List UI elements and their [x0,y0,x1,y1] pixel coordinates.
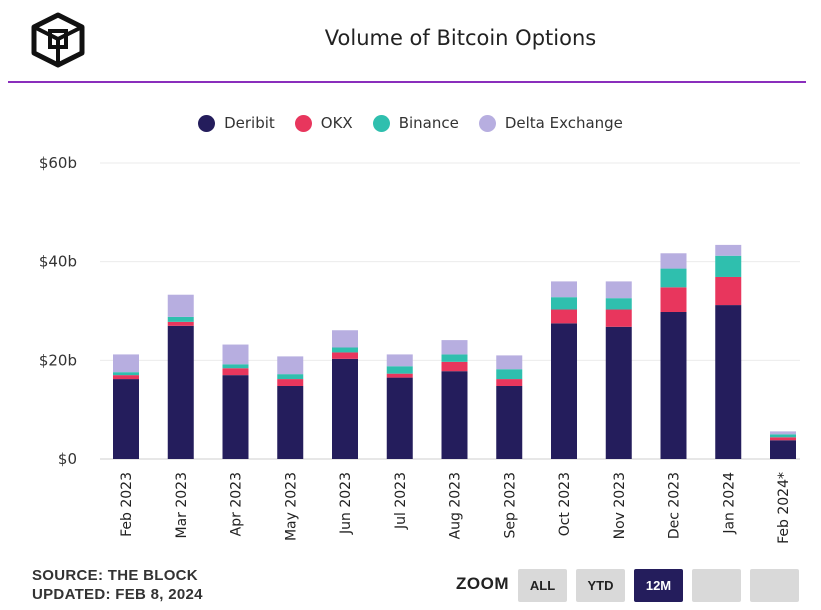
bar-segment-deribit[interactable] [167,325,194,459]
bar-segment-delta-exchange[interactable] [551,281,577,298]
bar-segment-binance[interactable] [496,369,523,380]
legend-label-deribit: Deribit [224,114,275,132]
x-tick-label: Oct 2023 [557,472,573,536]
y-tick-label: $40b [39,253,77,271]
bar-segment-binance[interactable] [167,316,194,322]
bars [113,244,796,459]
bar-segment-deribit[interactable] [222,375,249,459]
bar-segment-deribit[interactable] [386,377,413,459]
x-tick-label: Nov 2023 [612,472,628,539]
bar-segment-binance[interactable] [605,298,632,310]
bar-segment-delta-exchange[interactable] [660,253,687,269]
bar-segment-deribit[interactable] [551,323,577,459]
y-tick-label: $0 [58,450,77,468]
legend-dot-okx [294,114,312,132]
bar-segment-deribit[interactable] [332,358,358,459]
bar-segment-delta-exchange[interactable] [770,431,796,435]
bar-segment-delta-exchange[interactable] [715,244,742,256]
bar-segment-okx[interactable] [113,375,139,380]
zoom-12m-button[interactable]: 12M [634,569,683,602]
bar-segment-binance[interactable] [660,268,687,288]
bar-segment-okx[interactable] [222,368,249,376]
bar-segment-delta-exchange[interactable] [277,356,304,375]
bar-segment-binance[interactable] [441,354,468,362]
x-tick-label: Mar 2023 [174,472,190,539]
x-tick-label: Aug 2023 [448,472,464,539]
the-block-logo-icon [31,12,85,68]
y-tick-label: $60b [39,154,77,172]
bar-segment-okx[interactable] [277,379,304,386]
bar-segment-delta-exchange[interactable] [496,355,523,370]
updated-text: UPDATED: FEB 8, 2024 [32,586,203,603]
bar-segment-binance[interactable] [222,364,249,369]
bar-segment-deribit[interactable] [660,311,687,459]
legend-item-okx[interactable]: OKX [294,114,353,132]
chart-legend: Deribit OKX Binance Delta Exchange [0,114,821,132]
zoom-extra-button-1[interactable] [692,569,741,602]
bar-segment-okx[interactable] [332,352,358,359]
bar-segment-okx[interactable] [715,276,742,306]
legend-label-okx: OKX [320,114,353,132]
bar-segment-okx[interactable] [167,321,194,326]
bar-segment-deribit[interactable] [277,385,304,459]
bar-segment-delta-exchange[interactable] [113,354,139,373]
legend-label-delta-exchange: Delta Exchange [504,114,623,132]
x-tick-label: Sep 2023 [502,472,518,538]
x-tick-label: Feb 2023 [119,472,135,537]
y-axis-ticks: $0 $20b $40b $60b [39,154,77,468]
bar-segment-okx[interactable] [551,309,577,324]
bar-segment-delta-exchange[interactable] [167,294,194,317]
bar-segment-deribit[interactable] [715,305,742,459]
bar-segment-binance[interactable] [277,374,304,380]
bar-segment-delta-exchange[interactable] [605,281,632,299]
title-divider [8,81,806,83]
x-tick-label: Dec 2023 [667,472,683,539]
bar-segment-deribit[interactable] [441,371,468,459]
legend-dot-deribit [198,114,216,132]
bar-segment-binance[interactable] [770,434,796,438]
bar-segment-okx[interactable] [496,379,523,386]
bar-segment-binance[interactable] [386,366,413,374]
bar-segment-delta-exchange[interactable] [386,354,413,367]
bar-segment-binance[interactable] [332,347,358,353]
x-tick-label: Jun 2023 [338,472,354,535]
legend-dot-binance [372,114,390,132]
x-tick-label: May 2023 [283,472,299,541]
bar-segment-binance[interactable] [551,297,577,310]
x-tick-label: Jul 2023 [393,472,409,530]
source-text: SOURCE: THE BLOCK [32,567,198,584]
bar-segment-okx[interactable] [770,437,796,441]
x-tick-label: Feb 2024* [776,472,792,544]
bar-segment-delta-exchange[interactable] [222,344,249,365]
bar-segment-okx[interactable] [660,287,687,312]
x-tick-label: Apr 2023 [229,472,245,536]
bar-segment-binance[interactable] [113,372,139,376]
source-note: SOURCE: THE BLOCK UPDATED: FEB 8, 2024 [32,566,203,604]
y-tick-label: $20b [39,351,77,369]
bar-segment-delta-exchange[interactable] [441,340,468,355]
bar-segment-deribit[interactable] [496,385,523,459]
bar-segment-okx[interactable] [441,361,468,372]
zoom-all-button[interactable]: ALL [518,569,567,602]
bar-segment-deribit[interactable] [770,440,796,459]
bar-segment-binance[interactable] [715,255,742,277]
legend-label-binance: Binance [398,114,459,132]
legend-item-binance[interactable]: Binance [372,114,459,132]
chart-title: Volume of Bitcoin Options [324,26,597,50]
zoom-extra-button-2[interactable] [750,569,799,602]
legend-item-delta-exchange[interactable]: Delta Exchange [478,114,623,132]
x-axis-ticks: Feb 2023 Mar 2023 Apr 2023 May 2023 Jun 2023… [119,472,792,544]
bar-segment-deribit[interactable] [113,379,139,459]
bar-segment-okx[interactable] [386,373,413,378]
x-tick-label: Jan 2024 [721,472,737,535]
bar-segment-deribit[interactable] [605,326,632,459]
bar-segment-delta-exchange[interactable] [332,330,358,348]
zoom-label: ZOOM [456,574,509,593]
zoom-ytd-button[interactable]: YTD [576,569,625,602]
legend-item-deribit[interactable]: Deribit [198,114,275,132]
legend-dot-delta-exchange [478,114,496,132]
bar-segment-okx[interactable] [605,309,632,327]
